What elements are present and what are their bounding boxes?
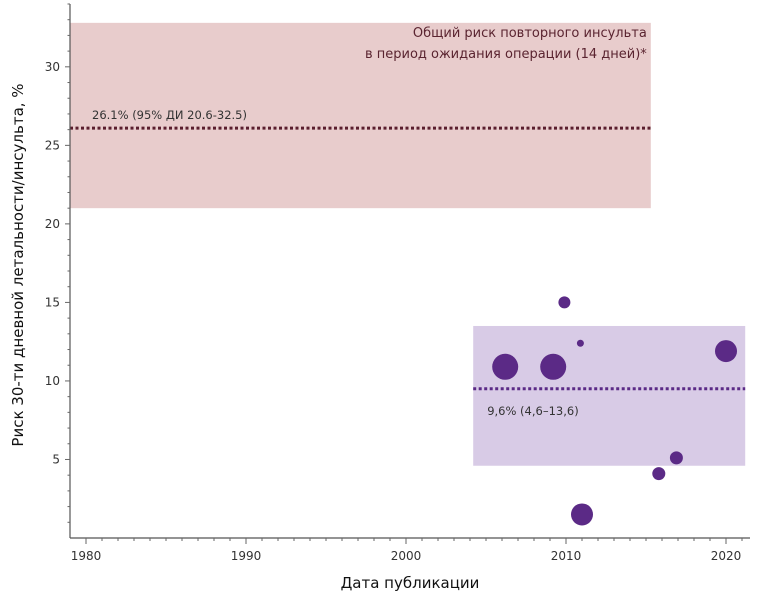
y-tick-label: 30 [45, 60, 60, 74]
data-point [558, 296, 571, 309]
band-0-rect [70, 22, 651, 209]
x-tick-label: 1990 [231, 549, 262, 563]
reference-bands: 26.1% (95% ДИ 20.6-32.5) Общий риск повто… [70, 22, 746, 466]
data-points [492, 296, 737, 526]
y-tick-label: 5 [52, 452, 60, 466]
band-0-title-line-1: в период ожидания операции (14 дней)* [365, 47, 647, 62]
band-1-label: 9,6% (4,6–13,6) [487, 404, 579, 418]
band-1-rect [473, 325, 746, 466]
data-point [540, 353, 567, 380]
x-axis-title: Дата публикации [341, 574, 480, 592]
data-point [715, 340, 737, 363]
data-point [669, 451, 683, 465]
y-tick-label: 25 [45, 138, 60, 152]
y-tick-label: 10 [45, 374, 60, 388]
x-tick-label: 2010 [551, 549, 582, 563]
y-tick-label: 20 [45, 217, 60, 231]
y-ticks: 5 10 15 20 25 30 [45, 3, 70, 523]
x-tick-label: 1980 [71, 549, 102, 563]
data-point [492, 353, 519, 380]
axes: 5 10 15 20 25 30 1980 1990 2000 2010 2020 [45, 3, 750, 563]
x-tick-label: 2020 [711, 549, 742, 563]
x-ticks: 1980 1990 2000 2010 2020 [71, 538, 743, 563]
y-tick-label: 15 [45, 295, 60, 309]
data-point [576, 339, 584, 347]
data-point [571, 503, 593, 526]
band-0-title-line-0: Общий риск повторного инсульта [413, 26, 647, 41]
y-axis-title: Риск 30-ти дневной летальности/инсульта,… [9, 83, 27, 446]
x-tick-label: 2000 [391, 549, 422, 563]
band-0-label: 26.1% (95% ДИ 20.6-32.5) [92, 108, 247, 122]
data-point [652, 467, 666, 481]
